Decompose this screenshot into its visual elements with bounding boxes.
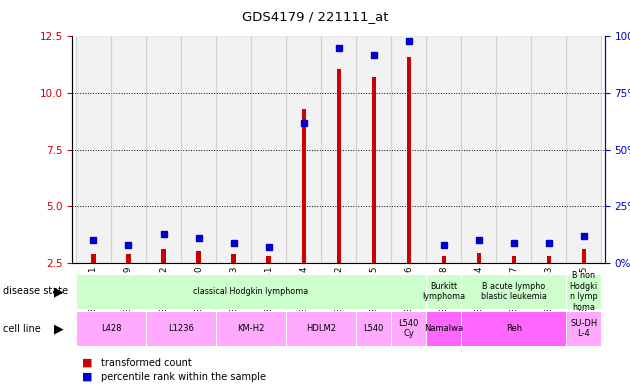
Text: L540
Cy: L540 Cy [399, 319, 419, 338]
Bar [391, 36, 426, 263]
Text: GDS4179 / 221111_at: GDS4179 / 221111_at [242, 10, 388, 23]
Bar [216, 36, 251, 263]
Text: transformed count: transformed count [101, 358, 192, 368]
Bar [146, 36, 181, 263]
Bar [496, 36, 531, 263]
Text: ■: ■ [82, 372, 93, 382]
Bar [442, 256, 446, 263]
Text: L1236: L1236 [168, 324, 194, 333]
Text: percentile rank within the sample: percentile rank within the sample [101, 372, 266, 382]
Text: Burkitt
lymphoma: Burkitt lymphoma [422, 282, 466, 301]
Bar [302, 109, 306, 263]
Bar [336, 70, 341, 263]
Text: L428: L428 [101, 324, 121, 333]
Text: classical Hodgkin lymphoma: classical Hodgkin lymphoma [193, 287, 309, 296]
Bar [372, 77, 375, 263]
Text: cell line: cell line [3, 324, 41, 334]
Text: SU-DH
L-4: SU-DH L-4 [570, 319, 597, 338]
Bar [76, 36, 111, 263]
Text: ▶: ▶ [54, 285, 64, 298]
Text: HDLM2: HDLM2 [306, 324, 336, 333]
Bar [286, 36, 321, 263]
Bar [581, 250, 586, 263]
Text: disease state: disease state [3, 286, 68, 296]
Bar [461, 36, 496, 263]
Bar [111, 36, 146, 263]
Bar [91, 254, 96, 263]
Bar [406, 57, 411, 263]
Text: B non
Hodgki
n lymp
homa: B non Hodgki n lymp homa [570, 271, 598, 311]
Bar [161, 250, 166, 263]
Text: ■: ■ [82, 358, 93, 368]
Bar [251, 36, 286, 263]
Bar [547, 256, 551, 263]
Bar [531, 36, 566, 263]
Bar [356, 36, 391, 263]
Bar [231, 254, 236, 263]
Text: ▶: ▶ [54, 322, 64, 335]
Bar [197, 251, 200, 263]
Text: Namalwa: Namalwa [424, 324, 463, 333]
Text: Reh: Reh [506, 324, 522, 333]
Text: KM-H2: KM-H2 [238, 324, 265, 333]
Text: B acute lympho
blastic leukemia: B acute lympho blastic leukemia [481, 282, 547, 301]
Bar [477, 253, 481, 263]
Bar [426, 36, 461, 263]
Text: L540: L540 [364, 324, 384, 333]
Bar [512, 256, 516, 263]
Bar [566, 36, 601, 263]
Bar [127, 254, 130, 263]
Bar [181, 36, 216, 263]
Bar [321, 36, 356, 263]
Bar [266, 256, 271, 263]
